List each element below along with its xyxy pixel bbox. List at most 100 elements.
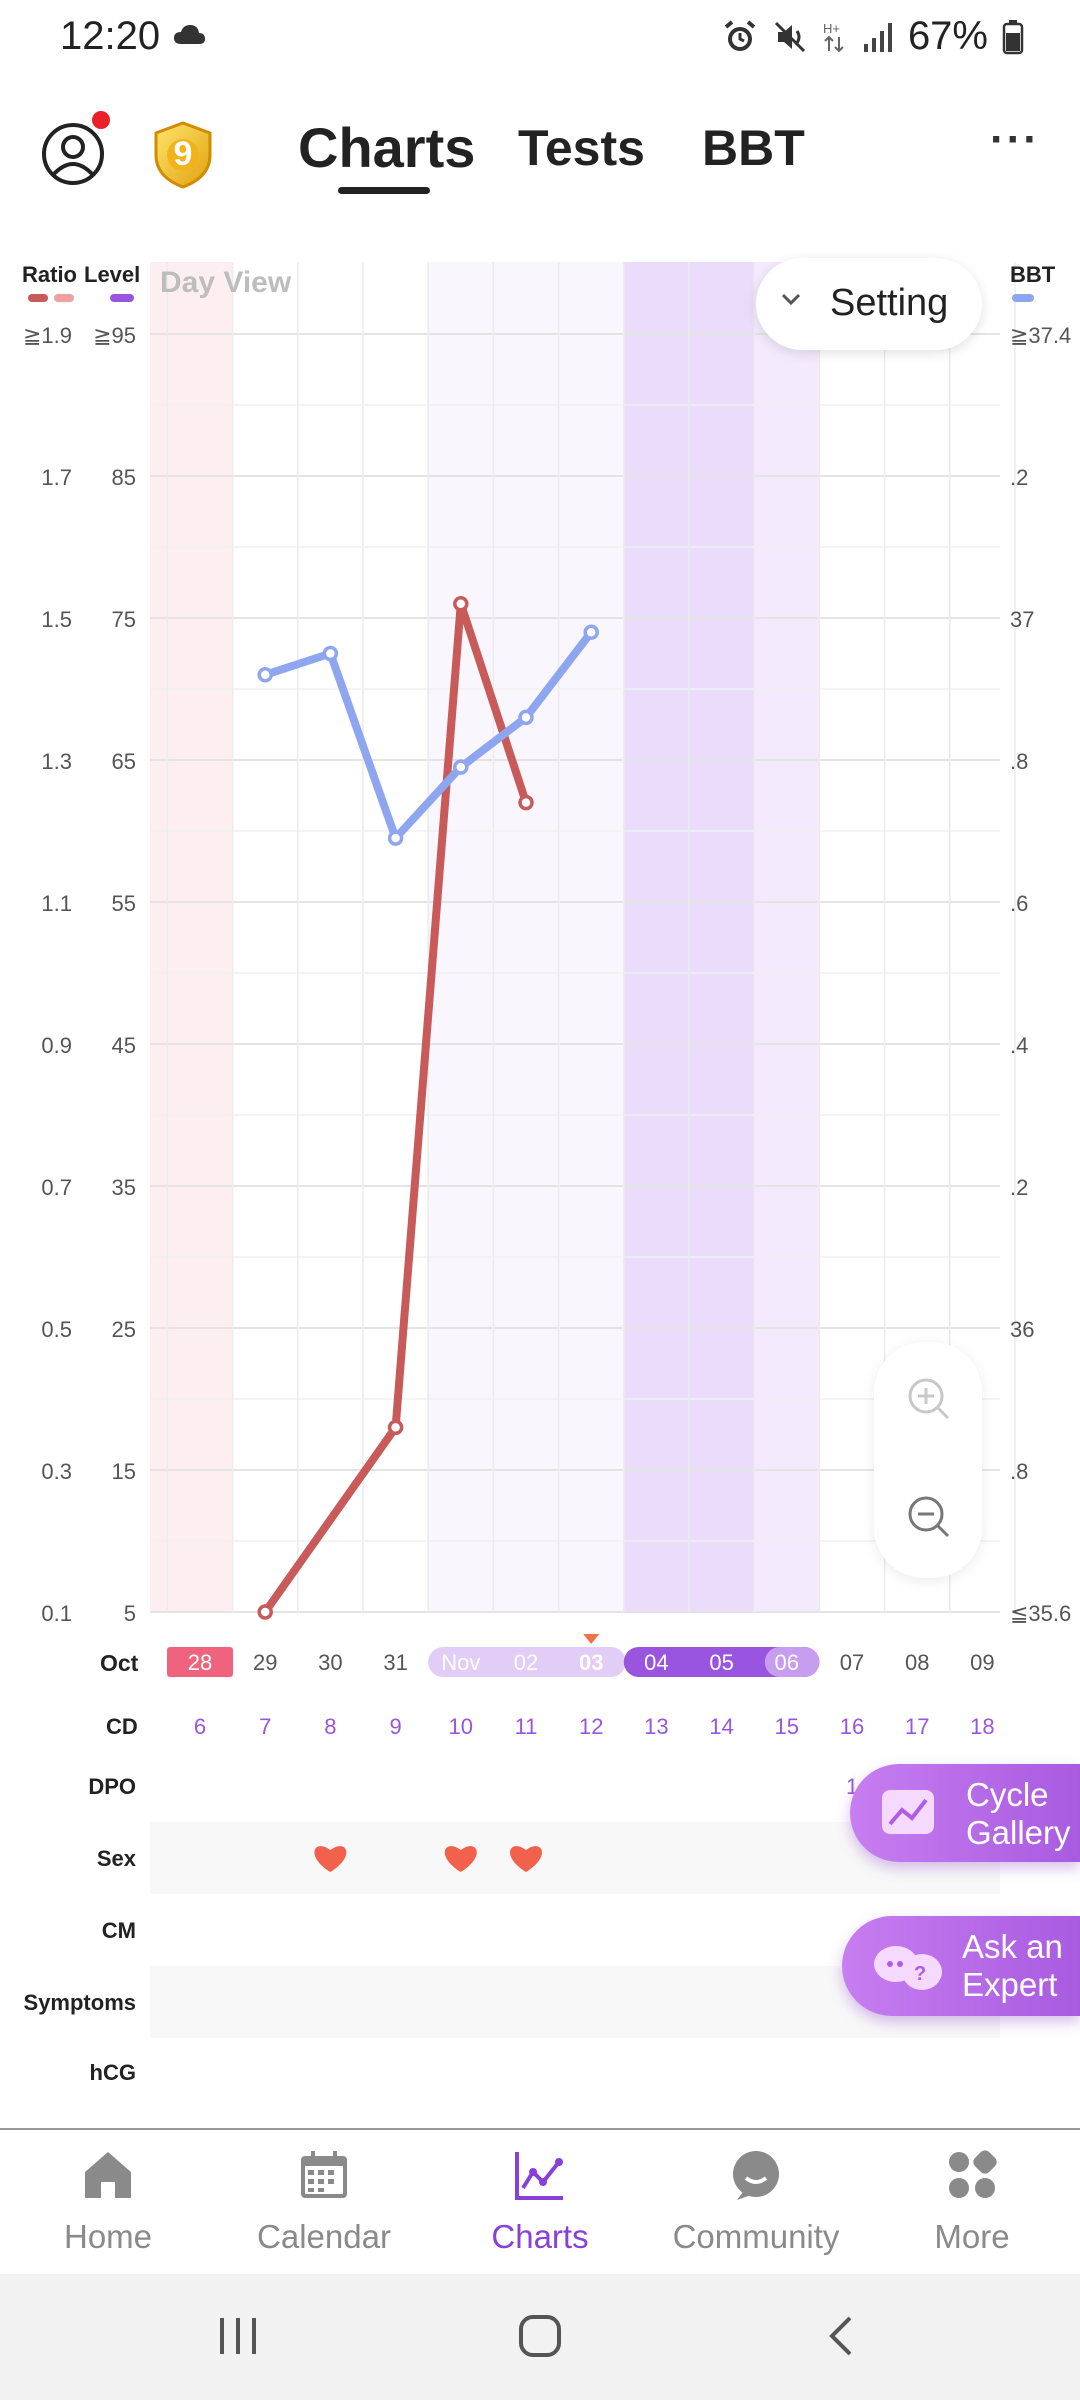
cycle-day-label: 16 bbox=[840, 1714, 864, 1739]
row-label: Sex bbox=[97, 1846, 137, 1871]
zoom-in-icon[interactable] bbox=[906, 1376, 952, 1422]
more-options-icon[interactable]: ··· bbox=[990, 115, 1040, 164]
ratio-tick: 1.5 bbox=[41, 607, 72, 632]
cycle-day-label: 17 bbox=[905, 1714, 929, 1739]
level-tick: ≧95 bbox=[93, 323, 136, 348]
nav-more[interactable]: More bbox=[864, 2148, 1080, 2256]
level-badge[interactable]: 9 bbox=[150, 119, 216, 191]
bbt-line-point bbox=[257, 667, 273, 683]
ratio-tick: 0.9 bbox=[41, 1033, 72, 1058]
nav-home[interactable]: Home bbox=[0, 2148, 216, 2256]
cycle-day-label: 12 bbox=[579, 1714, 603, 1739]
date-label: Nov bbox=[441, 1650, 480, 1675]
tab-bbt[interactable]: BBT bbox=[702, 120, 805, 176]
bbt-line-point bbox=[387, 830, 404, 846]
axis-ticks: ≧1.9 ≧95 ≧37.4 1.7 85 .2 1.5 75 37 1.3 65 .8 1.1 55 .6… bbox=[23, 323, 1071, 1626]
nav-calendar[interactable]: Calendar bbox=[216, 2148, 432, 2256]
cycle-day-label: 6 bbox=[194, 1714, 206, 1739]
bbt-axis-title: BBT bbox=[1010, 262, 1056, 287]
top-header: 9 Charts Tests BBT ··· bbox=[0, 95, 1080, 215]
home-button-icon[interactable] bbox=[518, 2314, 562, 2358]
ratio-tick: 1.3 bbox=[41, 749, 72, 774]
heart-icon bbox=[444, 1846, 477, 1872]
lh-level-line bbox=[261, 599, 530, 1616]
bbt-tick: .2 bbox=[1010, 1175, 1028, 1200]
data-series bbox=[257, 596, 599, 1620]
date-label: 30 bbox=[318, 1650, 342, 1675]
signal-icon bbox=[863, 22, 892, 52]
setting-button[interactable]: Setting bbox=[756, 258, 982, 350]
bbt-line-point bbox=[583, 624, 599, 640]
battery-percent: 67% bbox=[907, 14, 988, 58]
ask-expert-button[interactable]: ? Ask an Expert bbox=[842, 1916, 1080, 2016]
back-icon[interactable] bbox=[826, 2314, 856, 2358]
community-icon bbox=[733, 2151, 779, 2200]
ratio-tick: 0.7 bbox=[41, 1175, 72, 1200]
nav-more-label: More bbox=[934, 2218, 1010, 2255]
profile-icon[interactable] bbox=[40, 121, 106, 187]
ovulation-date-pill bbox=[764, 1647, 820, 1677]
level-tick: 5 bbox=[124, 1601, 136, 1626]
cycle-day-label: 7 bbox=[259, 1714, 271, 1739]
bbt-tick: .2 bbox=[1010, 465, 1028, 490]
pre-fertile-date-pill bbox=[428, 1647, 626, 1677]
chart-canvas: ≧1.9 ≧95 ≧37.41.7 85.21.5 75 371.3 65.81.1 55.6… bbox=[23, 262, 1071, 2085]
level-tick: 55 bbox=[112, 891, 136, 916]
nav-community-label: Community bbox=[672, 2218, 840, 2255]
cycle-gallery-line1: Cycle bbox=[966, 1776, 1049, 1813]
bbt-tick: ≦35.6 bbox=[1010, 1601, 1071, 1626]
bbt-tick: .8 bbox=[1010, 749, 1028, 774]
more-grid-icon bbox=[949, 2150, 997, 2198]
level-tick: 65 bbox=[112, 749, 136, 774]
date-label: 08 bbox=[905, 1650, 929, 1675]
level-tick: 45 bbox=[112, 1033, 136, 1058]
nav-community[interactable]: Community bbox=[648, 2148, 864, 2256]
cycle-day-label: 9 bbox=[389, 1714, 401, 1739]
ratio-legend-dark bbox=[28, 294, 48, 302]
period-date-pill bbox=[167, 1647, 233, 1677]
system-nav-bar bbox=[0, 2274, 1080, 2400]
date-row: Oct 28 29 30 31 Nov 02 03 04 05 06 07 08 09 CD 6 7 8 9 10 11… bbox=[100, 1634, 995, 1739]
ratio-tick: 1.1 bbox=[41, 891, 72, 916]
nav-charts[interactable]: Charts bbox=[432, 2148, 648, 2256]
level-tick: 15 bbox=[112, 1459, 136, 1484]
tab-tests[interactable]: Tests bbox=[518, 120, 645, 176]
tab-charts[interactable]: Charts bbox=[298, 116, 476, 179]
bbt-line-point bbox=[453, 759, 469, 775]
setting-label: Setting bbox=[830, 282, 949, 324]
zoom-panel bbox=[874, 1342, 982, 1578]
bbt-line bbox=[261, 628, 596, 843]
cd-label: CD bbox=[106, 1714, 138, 1739]
date-label: 05 bbox=[709, 1650, 733, 1675]
ratio-tick: 0.1 bbox=[41, 1601, 72, 1626]
cycle-day-label: 18 bbox=[970, 1714, 994, 1739]
sex-markers bbox=[314, 1846, 542, 1872]
bbt-tick: 37 bbox=[1010, 607, 1034, 632]
month-label: Oct bbox=[100, 1650, 139, 1676]
lh-level-line-point bbox=[453, 596, 469, 612]
date-label: 04 bbox=[644, 1650, 668, 1675]
mute-icon bbox=[774, 21, 805, 52]
shield-badge-icon bbox=[154, 121, 212, 189]
recent-apps-icon[interactable] bbox=[216, 2316, 260, 2356]
lh-level-line-point bbox=[518, 794, 534, 811]
badge-level: 9 bbox=[173, 135, 193, 173]
cycle-gallery-button[interactable]: Cycle Gallery bbox=[850, 1764, 1080, 1862]
cycle-day-label: 15 bbox=[775, 1714, 799, 1739]
zoom-out-icon[interactable] bbox=[906, 1494, 952, 1540]
bbt-tick: .6 bbox=[1010, 891, 1028, 916]
cycle-gallery-line2: Gallery bbox=[966, 1814, 1071, 1851]
cycle-day-label: 14 bbox=[709, 1714, 733, 1739]
bbt-tick: ≧37.4 bbox=[1010, 323, 1071, 348]
ask-expert-line1: Ask an bbox=[962, 1928, 1063, 1965]
nav-calendar-label: Calendar bbox=[257, 2218, 391, 2255]
heart-icon bbox=[314, 1846, 347, 1872]
cycle-day-label: 13 bbox=[644, 1714, 668, 1739]
day-view-label: Day View bbox=[160, 266, 292, 299]
bbt-tick: .8 bbox=[1010, 1459, 1028, 1484]
data-hplus-icon: H+ bbox=[823, 21, 844, 52]
home-icon bbox=[85, 2152, 131, 2198]
status-icons: H+ 67% bbox=[722, 14, 1024, 59]
cloud-icon bbox=[174, 25, 205, 44]
